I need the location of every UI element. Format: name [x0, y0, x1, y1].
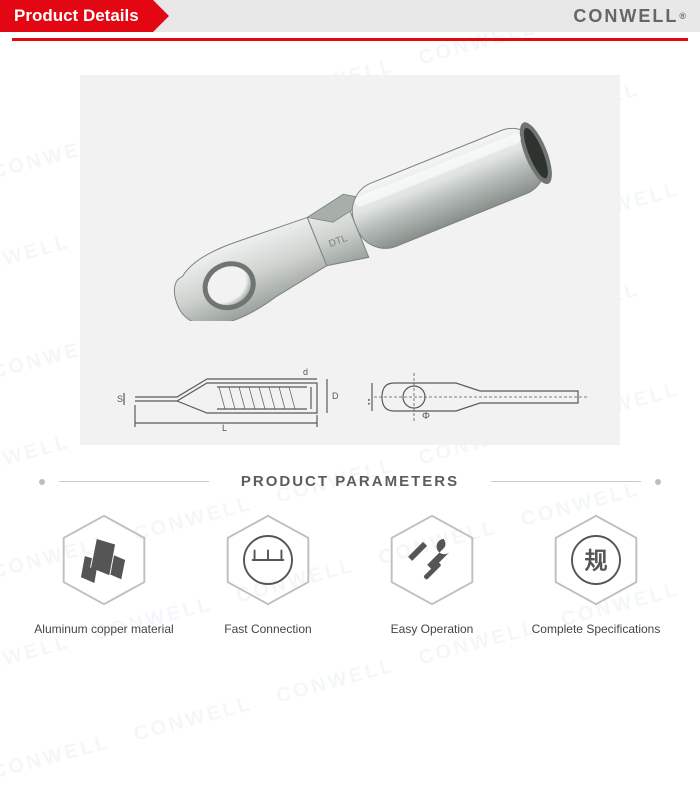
brand-logo: CONWELL® [561, 0, 700, 32]
label-l: L [222, 423, 227, 431]
features-row: Aluminum copper material Fast Connection [0, 512, 700, 666]
label-s: S [117, 394, 123, 404]
feature-label: Easy Operation [350, 622, 514, 636]
dimension-diagrams: S L d D W Φ [80, 353, 620, 431]
diagram-side: S L d D [107, 353, 342, 431]
tools-icon [384, 512, 480, 608]
label-D: D [332, 391, 339, 401]
crystal-icon [56, 512, 152, 608]
feature-label: Aluminum copper material [22, 622, 186, 636]
spec-glyph: 规 [584, 548, 607, 574]
label-phi: Φ [422, 411, 430, 422]
feature-label: Complete Specifications [514, 622, 678, 636]
feature-connection: Fast Connection [186, 512, 350, 636]
parameters-divider: PRODUCT PARAMETERS [0, 473, 700, 490]
page-title: Product Details [0, 0, 153, 32]
brand-mark: ® [679, 11, 688, 21]
label-w: W [368, 397, 372, 406]
diagram-top: W Φ [368, 353, 593, 431]
brand-text: CONWELL [573, 6, 678, 27]
parameters-heading: PRODUCT PARAMETERS [241, 473, 459, 490]
header-bar: Product Details CONWELL® [0, 0, 700, 32]
feature-material: Aluminum copper material [22, 512, 186, 636]
spec-icon: 规 [548, 512, 644, 608]
feature-operation: Easy Operation [350, 512, 514, 636]
cable-lug-illustration: DTL [140, 101, 560, 321]
label-d: d [303, 367, 308, 377]
accent-line [12, 38, 688, 41]
feature-specifications: 规 Complete Specifications [514, 512, 678, 636]
product-image-panel: DTL [80, 75, 620, 445]
feature-label: Fast Connection [186, 622, 350, 636]
circuit-icon [220, 512, 316, 608]
